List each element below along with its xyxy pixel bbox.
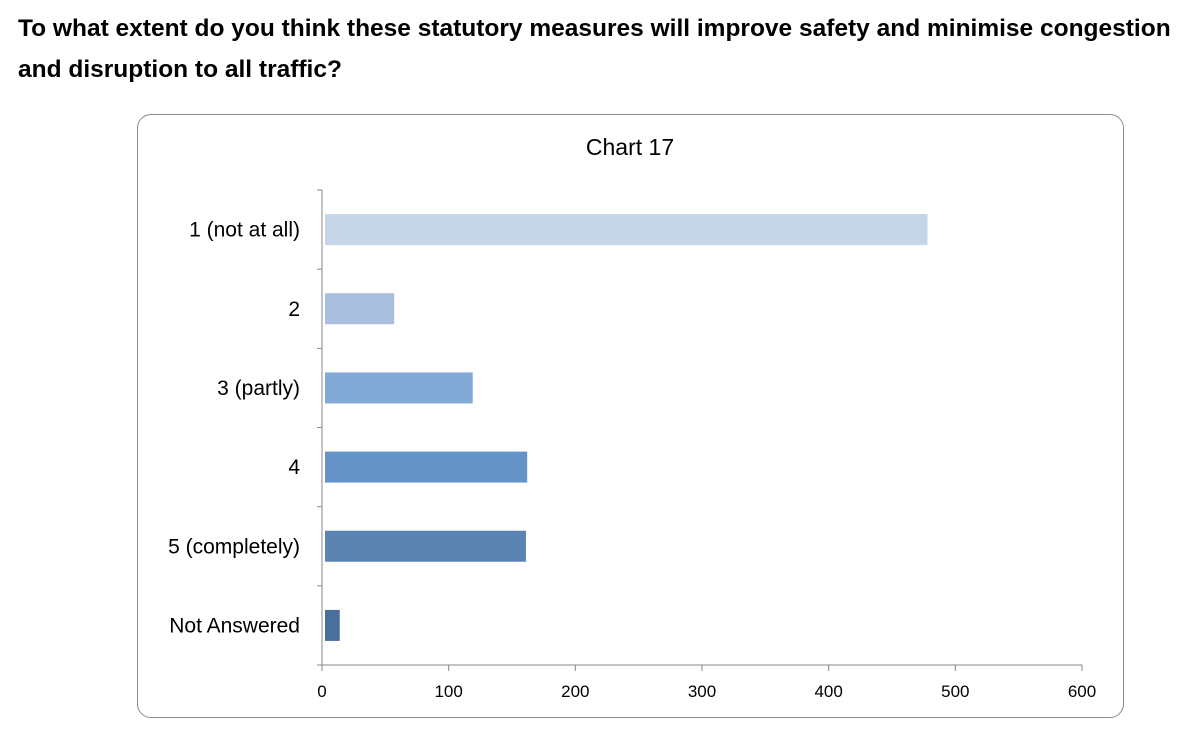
bar xyxy=(325,451,528,483)
x-tick-label: 200 xyxy=(561,682,589,701)
x-tick-label: 300 xyxy=(688,682,716,701)
category-label: 4 xyxy=(288,456,300,479)
category-label: 5 (completely) xyxy=(168,535,300,558)
category-label: Not Answered xyxy=(169,614,300,637)
x-tick-label: 600 xyxy=(1068,682,1096,701)
x-tick-label: 100 xyxy=(434,682,462,701)
bar xyxy=(325,214,928,246)
bar xyxy=(325,609,340,641)
bar xyxy=(325,293,395,325)
category-label: 3 (partly) xyxy=(217,377,300,400)
x-tick-label: 400 xyxy=(814,682,842,701)
question-heading: To what extent do you think these statut… xyxy=(18,15,1171,83)
bar xyxy=(325,372,473,404)
category-label: 1 (not at all) xyxy=(189,219,300,242)
chart-title: Chart 17 xyxy=(586,134,674,160)
x-tick-label: 500 xyxy=(941,682,969,701)
x-tick-label: 0 xyxy=(317,682,326,701)
bar xyxy=(325,530,526,562)
category-label: 2 xyxy=(288,298,300,321)
